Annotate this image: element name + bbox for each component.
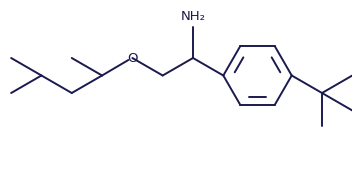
Text: O: O xyxy=(127,51,138,64)
Text: NH₂: NH₂ xyxy=(181,10,206,23)
